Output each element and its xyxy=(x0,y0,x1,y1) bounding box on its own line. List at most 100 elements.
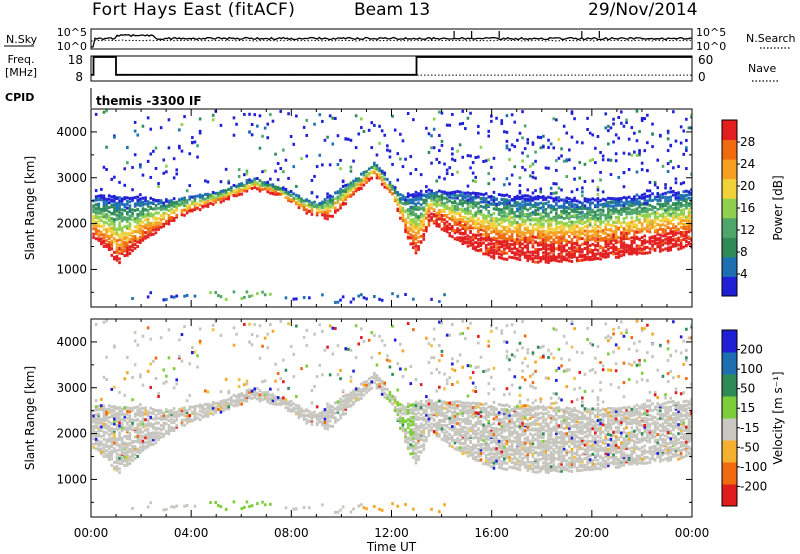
power-cell xyxy=(659,206,662,210)
power-cell xyxy=(609,197,613,201)
power-cell xyxy=(474,225,478,229)
power-cell xyxy=(414,195,418,199)
power-cell xyxy=(685,193,688,197)
power-cell xyxy=(461,155,465,159)
power-cell xyxy=(175,208,179,212)
power-cell xyxy=(401,219,405,223)
power-cell xyxy=(656,192,660,196)
power-cell xyxy=(635,200,639,204)
power-cell xyxy=(154,211,158,215)
velocity-cell xyxy=(170,411,173,415)
power-cell xyxy=(235,122,238,126)
power-cell xyxy=(219,191,223,195)
power-cell xyxy=(149,127,153,131)
power-cell xyxy=(419,207,423,211)
power-cell xyxy=(581,204,584,208)
power-cell xyxy=(659,239,662,243)
velocity-cell xyxy=(326,419,329,423)
power-cell xyxy=(266,136,270,140)
velocity-cell xyxy=(323,414,327,418)
power-cell xyxy=(308,296,311,300)
velocity-cell xyxy=(102,437,106,441)
velocity-cell xyxy=(326,422,329,426)
power-cell xyxy=(435,215,439,219)
power-cell xyxy=(555,201,558,205)
velocity-cell xyxy=(284,506,288,510)
power-cell xyxy=(643,218,647,222)
power-cell xyxy=(492,248,496,252)
power-cell xyxy=(412,205,415,209)
power-cell xyxy=(549,222,553,226)
power-cell xyxy=(648,236,652,240)
velocity-cell xyxy=(227,401,231,405)
power-cell xyxy=(328,197,332,201)
power-cell xyxy=(393,128,397,132)
velocity-cell xyxy=(146,431,150,435)
power-cell xyxy=(274,152,277,156)
power-cell xyxy=(627,200,631,204)
power-cell xyxy=(542,238,545,242)
power-cell xyxy=(422,201,426,205)
power-cell xyxy=(243,183,246,187)
power-cell xyxy=(547,233,550,237)
power-cell xyxy=(146,295,150,299)
power-cell xyxy=(128,200,132,204)
velocity-cell xyxy=(133,418,137,422)
power-cell xyxy=(672,230,675,234)
velocity-cell xyxy=(414,405,418,409)
velocity-cell xyxy=(144,423,147,427)
power-cell xyxy=(627,168,631,172)
velocity-cell xyxy=(139,437,142,441)
power-cell xyxy=(113,207,116,211)
power-cell xyxy=(435,179,439,183)
velocity-cell xyxy=(159,336,163,340)
power-cell xyxy=(362,173,366,177)
power-cell xyxy=(430,206,433,210)
power-cell xyxy=(412,220,415,224)
power-cell xyxy=(583,229,587,233)
power-cell xyxy=(690,214,692,218)
velocity-cell xyxy=(193,415,197,419)
velocity-cell xyxy=(157,427,160,431)
velocity-cell xyxy=(334,411,337,415)
power-cell xyxy=(578,250,582,254)
power-cell xyxy=(503,183,506,187)
velocity-cell xyxy=(414,437,418,441)
power-cell xyxy=(466,154,470,158)
velocity-cell xyxy=(131,408,134,412)
power-cell xyxy=(609,215,613,219)
velocity-cell xyxy=(170,421,173,425)
power-cell xyxy=(516,256,519,260)
power-cell xyxy=(118,225,121,229)
power-cell xyxy=(406,220,410,224)
power-cell xyxy=(555,118,558,122)
power-cell xyxy=(269,183,272,187)
power-cell xyxy=(412,226,415,230)
power-cell xyxy=(175,204,179,208)
power-cell xyxy=(295,193,298,197)
power-cell xyxy=(513,251,517,255)
power-cell xyxy=(461,109,465,113)
power-cell xyxy=(159,126,163,130)
velocity-cell xyxy=(154,421,158,425)
velocity-cell xyxy=(310,422,314,426)
power-cell xyxy=(440,111,444,115)
power-cell xyxy=(575,203,579,207)
power-cell xyxy=(497,201,501,205)
power-cell xyxy=(414,242,418,246)
power-cell xyxy=(497,240,501,244)
power-cell xyxy=(523,219,527,223)
power-cell xyxy=(178,202,181,206)
velocity-cell xyxy=(401,407,405,411)
power-cell xyxy=(412,213,415,217)
velocity-cell xyxy=(141,334,145,338)
power-cell xyxy=(105,145,108,149)
power-cell xyxy=(115,201,119,205)
power-cell xyxy=(438,189,441,193)
velocity-cell xyxy=(326,412,329,416)
power-cell xyxy=(487,195,491,199)
power-cell xyxy=(154,221,158,225)
velocity-cell xyxy=(352,400,355,404)
power-cell xyxy=(648,250,652,254)
power-cell xyxy=(635,250,639,254)
